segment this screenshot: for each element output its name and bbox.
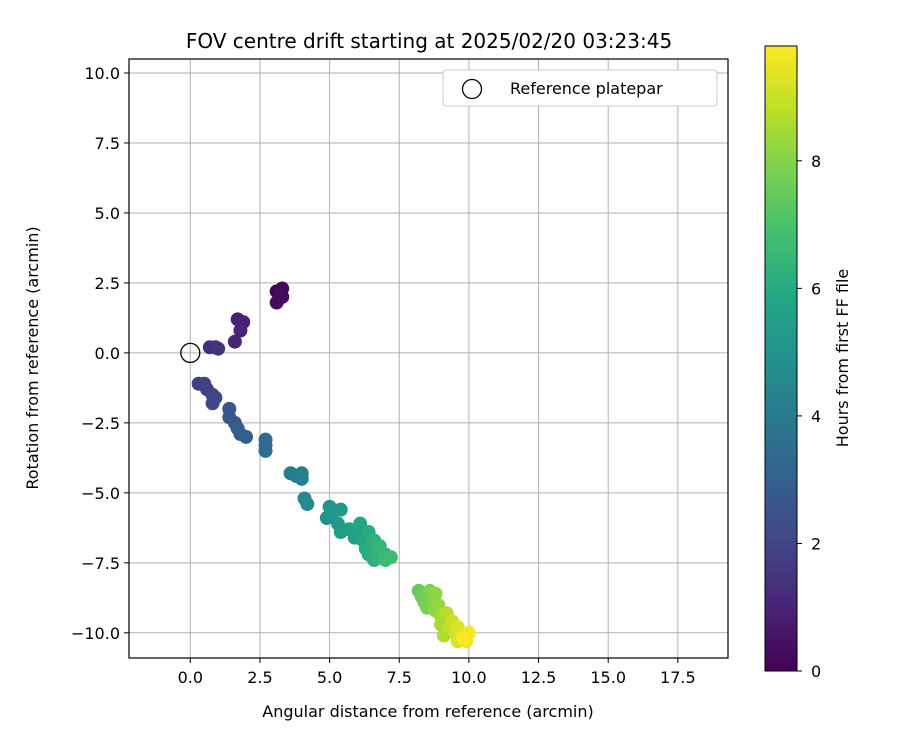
colorbar	[764, 45, 798, 672]
data-point	[428, 586, 443, 601]
colorbar-label: Hours from first FF file	[833, 269, 852, 448]
x-tick-label: 5.0	[317, 668, 342, 687]
x-tick-label: 7.5	[387, 668, 412, 687]
legend-marker-circle	[461, 78, 483, 100]
y-axis-ticks: 10.0 7.5 5.0 2.5 0.0 −2.5 −5.0 −7.5 −10.0	[71, 64, 129, 643]
data-point	[333, 502, 348, 517]
legend-box	[442, 69, 718, 107]
data-point	[383, 550, 398, 565]
data-point	[227, 334, 242, 349]
data-point	[205, 396, 220, 411]
y-tick-label: −10.0	[71, 624, 120, 643]
plot-frame	[128, 58, 729, 659]
colorbar-tick-label: 8	[811, 152, 821, 171]
y-tick-label: 7.5	[95, 134, 120, 153]
data-point	[294, 471, 309, 486]
chart-title: FOV centre drift starting at 2025/02/20 …	[186, 29, 672, 53]
y-tick-label: −2.5	[81, 414, 120, 433]
colorbar-tick-label: 0	[811, 662, 821, 681]
x-tick-label: 17.5	[660, 668, 696, 687]
x-tick-label: 10.0	[451, 668, 487, 687]
x-tick-label: 15.0	[590, 668, 626, 687]
x-axis-label: Angular distance from reference (arcmin)	[262, 702, 593, 721]
x-axis-ticks: 0.0 2.5 5.0 7.5 10.0 12.5 15.0 17.5	[178, 658, 696, 687]
data-point	[456, 631, 471, 646]
y-tick-label: −7.5	[81, 554, 120, 573]
data-point	[258, 443, 273, 458]
scatter-points	[191, 281, 476, 649]
colorbar-ticks: 0 2 4 6 8	[797, 152, 821, 681]
y-tick-label: 2.5	[95, 274, 120, 293]
reference-marker-group	[180, 342, 201, 364]
legend: Reference platepar	[442, 69, 718, 107]
x-tick-label: 12.5	[521, 668, 557, 687]
y-tick-label: 5.0	[95, 204, 120, 223]
reference-platepar-marker	[180, 342, 201, 364]
data-point	[239, 429, 254, 444]
colorbar-tick-label: 4	[811, 407, 821, 426]
y-axis-label: Rotation from reference (arcmin)	[23, 226, 42, 489]
x-tick-label: 0.0	[178, 668, 203, 687]
colorbar-tick-label: 6	[811, 279, 821, 298]
legend-entry-reference: Reference platepar	[510, 79, 663, 98]
data-point	[272, 287, 287, 302]
y-tick-label: 10.0	[84, 64, 120, 83]
y-tick-label: 0.0	[95, 344, 120, 363]
data-point	[300, 497, 315, 512]
y-tick-label: −5.0	[81, 484, 120, 503]
data-point	[233, 323, 248, 338]
colorbar-tick-label: 2	[811, 534, 821, 553]
data-point	[211, 341, 226, 356]
grid-lines	[129, 59, 728, 658]
x-tick-label: 2.5	[247, 668, 272, 687]
